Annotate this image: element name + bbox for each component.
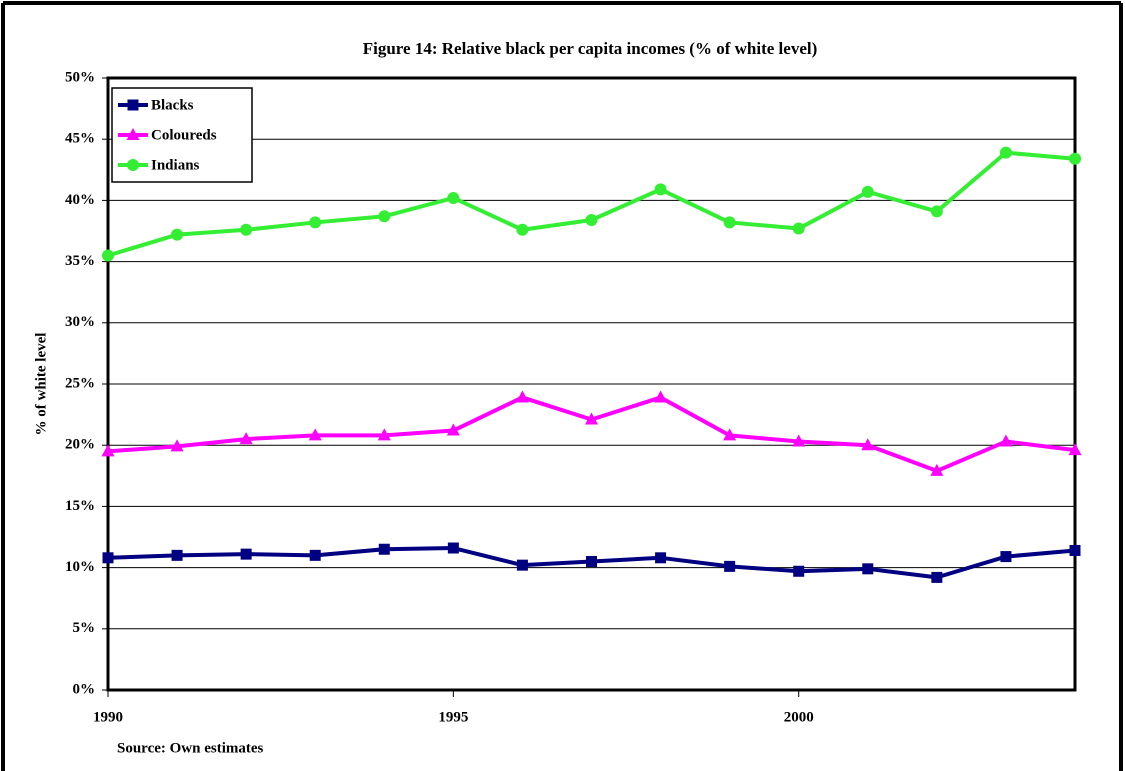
data-point: [240, 223, 253, 236]
data-point: [792, 434, 806, 447]
y-tick-label: 50%: [65, 69, 95, 85]
data-point: [101, 444, 115, 457]
data-point: [171, 228, 184, 241]
y-tick-label: 25%: [65, 375, 95, 391]
legend-label: Indians: [151, 157, 200, 173]
data-point: [102, 552, 114, 564]
legend-label: Blacks: [151, 97, 194, 113]
data-point: [1069, 544, 1081, 556]
data-point: [724, 560, 736, 572]
data-point: [309, 216, 322, 229]
plot-border: [106, 76, 1077, 692]
data-point: [1069, 152, 1081, 165]
data-point: [723, 428, 737, 441]
series-line: [107, 395, 1076, 473]
data-point: [515, 390, 529, 403]
data-point: [239, 432, 253, 445]
data-point: [654, 183, 667, 196]
data-point: [930, 463, 944, 476]
data-point: [1068, 443, 1082, 456]
data-point: [723, 216, 736, 229]
data-point: [309, 549, 321, 561]
data-point: [655, 552, 667, 564]
x-tick-label: 2000: [784, 709, 814, 725]
data-point: [378, 543, 390, 555]
y-tick-label: 35%: [65, 253, 95, 269]
y-axis-label: % of white level: [33, 333, 49, 436]
data-point: [171, 549, 183, 561]
data-point: [447, 191, 460, 204]
y-tick-label: 20%: [65, 437, 95, 453]
data-point: [308, 428, 322, 441]
data-point: [862, 563, 874, 575]
data-point: [931, 571, 943, 583]
data-point: [446, 423, 460, 436]
y-tick-label: 0%: [73, 681, 96, 697]
x-tick-label: 1995: [438, 709, 468, 725]
data-point: [170, 439, 184, 452]
x-tick-label: 1990: [93, 709, 123, 725]
chart-title: Figure 14: Relative black per capita inc…: [363, 39, 818, 58]
y-tick-label: 5%: [73, 620, 96, 636]
data-point: [240, 548, 252, 560]
y-tick-label: 10%: [65, 559, 95, 575]
legend-marker: [126, 128, 140, 140]
data-point: [102, 249, 114, 262]
data-point: [378, 210, 391, 223]
data-point: [654, 390, 668, 403]
legend-label: Coloureds: [151, 127, 217, 143]
data-point: [1000, 551, 1012, 563]
y-tick-label: 30%: [65, 314, 95, 330]
y-tick-label: 15%: [65, 498, 95, 514]
data-point: [585, 412, 598, 425]
data-point: [516, 223, 529, 236]
data-point: [999, 146, 1012, 159]
y-tick-label: 40%: [65, 192, 95, 208]
legend-marker: [127, 99, 139, 111]
y-tick-label: 45%: [65, 131, 95, 147]
data-point: [447, 542, 459, 554]
data-point: [861, 438, 875, 451]
data-point: [586, 555, 597, 567]
data-point: [792, 222, 805, 235]
source-note: Source: Own estimates: [117, 740, 264, 756]
data-point: [585, 213, 598, 226]
data-point: [861, 185, 874, 198]
legend-marker: [127, 159, 139, 171]
data-point: [516, 559, 528, 571]
data-point: [793, 565, 805, 577]
data-point: [930, 205, 943, 218]
series-line: [107, 150, 1076, 258]
data-point: [377, 428, 391, 441]
data-point: [999, 434, 1013, 447]
